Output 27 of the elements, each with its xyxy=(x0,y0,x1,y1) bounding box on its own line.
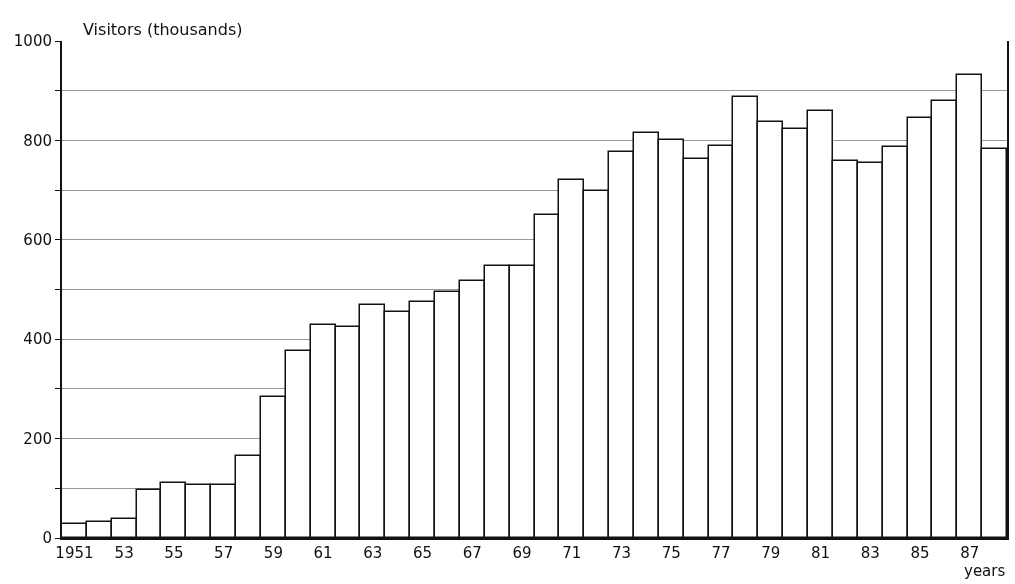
x-tick-label: 65 xyxy=(413,544,433,562)
y-tick-label: 600 xyxy=(23,231,52,250)
x-tick-label: 59 xyxy=(263,544,283,562)
x-tick-label: 69 xyxy=(512,544,532,562)
x-tick-label: 53 xyxy=(114,544,134,562)
x-tick-label: 63 xyxy=(363,544,383,562)
x-tick-label: 57 xyxy=(214,544,234,562)
y-axis-title: Visitors (thousands) xyxy=(83,20,243,39)
x-tick-label: 87 xyxy=(960,544,980,562)
y-tick-label: 1000 xyxy=(13,32,52,51)
y-tick-label: 400 xyxy=(23,330,52,349)
x-tick-label: 79 xyxy=(761,544,781,562)
x-tick-label: 61 xyxy=(313,544,333,562)
x-tick-label: 1951 xyxy=(55,544,94,562)
x-tick-label: 73 xyxy=(611,544,632,562)
x-tick-label: 71 xyxy=(562,544,582,562)
x-tick-label: 67 xyxy=(462,544,482,562)
x-tick-label: 85 xyxy=(910,544,930,562)
x-axis-title: years xyxy=(964,562,1006,580)
y-tick-label: 800 xyxy=(23,131,52,150)
x-tick-label: 83 xyxy=(860,544,880,562)
y-tick-label: 0 xyxy=(42,529,52,548)
x-tick-label: 55 xyxy=(164,544,184,562)
x-tick-label: 75 xyxy=(661,544,681,562)
y-tick-label: 200 xyxy=(23,429,52,448)
x-tick-label: 77 xyxy=(711,544,731,562)
x-tick-label: 81 xyxy=(810,544,831,562)
